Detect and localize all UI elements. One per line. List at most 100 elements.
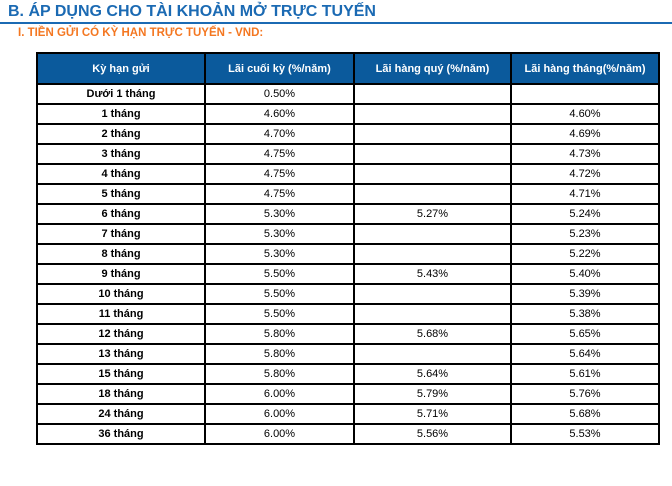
term-cell: 5 tháng [36, 183, 206, 205]
rate-cell: 5.61% [510, 363, 660, 385]
table-row: 7 tháng 5.30% 5.23% [36, 223, 660, 245]
table-row: 36 tháng 6.00% 5.56% 5.53% [36, 423, 660, 445]
rate-cell [353, 143, 512, 165]
term-cell: 3 tháng [36, 143, 206, 165]
rate-cell: 5.40% [510, 263, 660, 285]
rate-cell: 5.38% [510, 303, 660, 325]
term-cell: 13 tháng [36, 343, 206, 365]
table-row: 24 tháng 6.00% 5.71% 5.68% [36, 403, 660, 425]
rate-cell: 6.00% [204, 403, 355, 425]
table-row: 10 tháng 5.50% 5.39% [36, 283, 660, 305]
rate-cell: 5.50% [204, 283, 355, 305]
table-row: 12 tháng 5.80% 5.68% 5.65% [36, 323, 660, 345]
rate-cell: 4.70% [204, 123, 355, 145]
rate-cell [353, 243, 512, 265]
table-row: 9 tháng 5.50% 5.43% 5.40% [36, 263, 660, 285]
rate-cell: 5.24% [510, 203, 660, 225]
term-cell: 7 tháng [36, 223, 206, 245]
rate-cell: 5.39% [510, 283, 660, 305]
term-cell: 6 tháng [36, 203, 206, 225]
rate-cell: 5.68% [353, 323, 512, 345]
table-row: 2 tháng 4.70% 4.69% [36, 123, 660, 145]
rate-cell: 4.75% [204, 163, 355, 185]
term-cell: 8 tháng [36, 243, 206, 265]
rate-cell: 6.00% [204, 423, 355, 445]
table-row: 6 tháng 5.30% 5.27% 5.24% [36, 203, 660, 225]
rate-cell [353, 83, 512, 105]
rate-cell [353, 103, 512, 125]
rate-cell: 0.50% [204, 83, 355, 105]
table-row: 8 tháng 5.30% 5.22% [36, 243, 660, 265]
rate-cell: 5.43% [353, 263, 512, 285]
table-row: 15 tháng 5.80% 5.64% 5.61% [36, 363, 660, 385]
term-cell: 9 tháng [36, 263, 206, 285]
table-body: Dưới 1 tháng 0.50% 1 tháng 4.60% 4.60% 2 thán… [36, 83, 660, 445]
term-cell: 2 tháng [36, 123, 206, 145]
rate-cell: 4.69% [510, 123, 660, 145]
rate-cell: 5.65% [510, 323, 660, 345]
table-row: 13 tháng 5.80% 5.64% [36, 343, 660, 365]
title-underline [0, 22, 672, 24]
rate-cell: 5.50% [204, 303, 355, 325]
rate-cell: 4.75% [204, 143, 355, 165]
rate-cell: 4.72% [510, 163, 660, 185]
rate-cell: 5.64% [510, 343, 660, 365]
table-row: 1 tháng 4.60% 4.60% [36, 103, 660, 125]
term-cell: Dưới 1 tháng [36, 83, 206, 105]
rate-cell: 5.56% [353, 423, 512, 445]
rate-cell: 5.79% [353, 383, 512, 405]
rate-cell: 5.30% [204, 243, 355, 265]
table-row: 18 tháng 6.00% 5.79% 5.76% [36, 383, 660, 405]
document-header: B. ÁP DỤNG CHO TÀI KHOẢN MỞ TRỰC TUYẾN [0, 0, 672, 20]
rate-cell: 4.73% [510, 143, 660, 165]
rate-cell [353, 303, 512, 325]
column-header: Lãi cuối kỳ (%/năm) [204, 52, 355, 85]
column-header: Lãi hàng tháng(%/năm) [510, 52, 660, 85]
term-cell: 18 tháng [36, 383, 206, 405]
rate-cell: 5.50% [204, 263, 355, 285]
rate-cell: 5.80% [204, 363, 355, 385]
rate-cell: 6.00% [204, 383, 355, 405]
table-row: 4 tháng 4.75% 4.72% [36, 163, 660, 185]
term-cell: 15 tháng [36, 363, 206, 385]
rate-cell: 5.80% [204, 323, 355, 345]
rate-cell: 5.53% [510, 423, 660, 445]
rate-cell [353, 343, 512, 365]
term-cell: 36 tháng [36, 423, 206, 445]
rate-cell: 5.23% [510, 223, 660, 245]
column-header: Kỳ hạn gửi [36, 52, 206, 85]
rate-cell: 5.30% [204, 203, 355, 225]
rate-cell: 4.60% [510, 103, 660, 125]
rate-cell [353, 163, 512, 185]
term-cell: 12 tháng [36, 323, 206, 345]
rate-cell [353, 223, 512, 245]
rate-cell: 5.30% [204, 223, 355, 245]
rate-cell: 5.27% [353, 203, 512, 225]
rate-cell: 5.71% [353, 403, 512, 425]
rate-cell: 5.80% [204, 343, 355, 365]
section-subtitle: I. TIỀN GỬI CÓ KỲ HẠN TRỰC TUYẾN - VND: [18, 27, 264, 39]
rate-cell: 5.76% [510, 383, 660, 405]
term-cell: 1 tháng [36, 103, 206, 125]
rate-cell: 4.71% [510, 183, 660, 205]
table-row: Dưới 1 tháng 0.50% [36, 83, 660, 105]
rate-cell [510, 83, 660, 105]
column-header: Lãi hàng quý (%/năm) [353, 52, 512, 85]
rate-cell: 5.22% [510, 243, 660, 265]
table-header-row: Kỳ hạn gửi Lãi cuối kỳ (%/năm) Lãi hàng qu… [36, 52, 660, 85]
rate-cell: 4.75% [204, 183, 355, 205]
rate-cell [353, 123, 512, 145]
rate-cell [353, 283, 512, 305]
table-row: 3 tháng 4.75% 4.73% [36, 143, 660, 165]
rate-cell: 5.68% [510, 403, 660, 425]
table-row: 11 tháng 5.50% 5.38% [36, 303, 660, 325]
rate-cell [353, 183, 512, 205]
term-cell: 11 tháng [36, 303, 206, 325]
rate-cell: 5.64% [353, 363, 512, 385]
page-title: B. ÁP DỤNG CHO TÀI KHOẢN MỞ TRỰC TUYẾN [8, 3, 376, 20]
term-cell: 10 tháng [36, 283, 206, 305]
term-cell: 24 tháng [36, 403, 206, 425]
rate-cell: 4.60% [204, 103, 355, 125]
rates-table: Kỳ hạn gửi Lãi cuối kỳ (%/năm) Lãi hàng qu… [36, 52, 660, 445]
table-row: 5 tháng 4.75% 4.71% [36, 183, 660, 205]
